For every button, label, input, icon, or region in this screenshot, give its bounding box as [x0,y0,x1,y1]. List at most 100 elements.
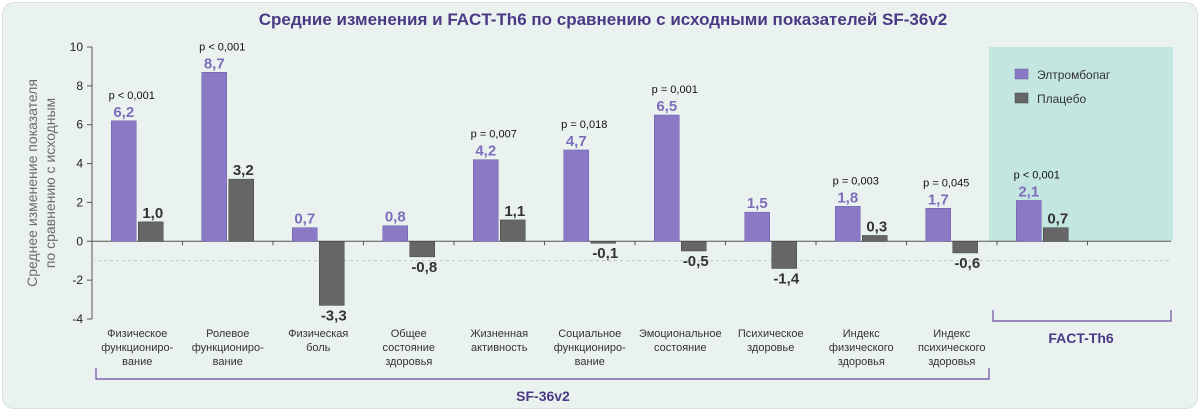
chart-canvas: Средние изменения и FACT-Th6 по сравнени… [24,10,1173,404]
category-label-line: здоровье [747,342,794,354]
category-label-line: Индекс [933,328,970,340]
category-label-line: Социальное [558,328,621,340]
y-tick-label: 4 [76,157,83,171]
bar-placebo [681,241,707,252]
y-tick-label: 10 [70,40,84,54]
category-label-line: вание [213,356,243,368]
bar-placebo [228,178,254,242]
category-label: Общее состояние здоровья [382,328,435,368]
category-label-line: здоровья [838,356,885,368]
category-label-line: Ролевое [206,328,249,340]
category-label-line: Физическая [288,328,348,340]
category-label-line: Эмоциональное [639,328,722,340]
bars [111,72,1069,306]
legend-label-placebo: Плацебо [1037,92,1086,106]
bar-eltrombopag [654,114,680,242]
category-label-line: состояние [654,342,707,354]
value-label-placebo: 0,3 [866,218,887,235]
category-label: Физическая боль [288,328,348,354]
category-label-line: Жизненная [470,328,528,340]
category-label: Индекс физического здоровья [829,328,894,368]
bar-eltrombopag [473,159,499,242]
bar-eltrombopag [925,208,951,242]
value-label-eltrombopag: 8,7 [204,55,225,72]
bar-placebo [1043,227,1069,242]
category-label-line: функциониро- [554,342,626,354]
bar-placebo [862,235,888,242]
category-label: Социальное функциониро-вание [554,328,626,368]
group-label-sf36v2: SF-36v2 [516,388,570,404]
p-value-label: p = 0,003 [833,175,879,187]
bar-placebo [590,241,616,244]
bar-placebo [952,241,978,254]
category-label-line: психического [918,342,986,354]
bar-placebo [771,241,797,269]
y-tick-label: 2 [76,195,83,209]
value-label-placebo: 1,1 [504,203,525,220]
y-axis-label-line-1: Среднее изменение показателя [24,79,40,287]
value-label-eltrombopag: 0,8 [385,209,406,226]
value-label-placebo: -0,1 [592,245,618,262]
legend-swatch-placebo [1014,92,1029,104]
p-value-label: p = 0,018 [561,119,607,131]
value-label-eltrombopag: 0,7 [294,211,315,228]
bracket-sf36v2 [95,368,990,380]
value-label-placebo: 0,7 [1047,211,1068,228]
p-value-label: p < 0,001 [109,90,155,102]
bar-eltrombopag [382,225,408,242]
value-label-placebo: -3,3 [321,307,347,324]
y-tick-label: 0 [76,234,83,248]
category-label: Эмоциональное состояние [639,328,722,354]
category-label-line: функциониро- [192,342,264,354]
category-labels: Физическое функциониро-вание Ролевое функци… [101,328,985,368]
bar-eltrombopag [563,149,589,242]
bar-eltrombopag [292,227,318,242]
group-label-fact-th6: FACT-Th6 [1048,330,1114,346]
category-label: Психическое здоровье [738,328,804,354]
value-label-eltrombopag: 1,7 [928,191,949,208]
category-label-line: Физическое [107,328,167,340]
bar-eltrombopag [1016,200,1042,242]
bar-placebo [319,241,345,306]
p-value-label: p = 0,045 [923,177,969,189]
category-label-line: состояние [382,342,435,354]
value-label-placebo: 3,2 [233,162,254,179]
y-axis-label-line-2: по сравнению с исходным [42,98,58,268]
category-label: Индекс психического здоровья [918,328,986,368]
value-label-eltrombopag: 4,2 [475,143,496,160]
legend: Элтромбопаг Плацебо [1014,68,1111,106]
category-label-line: Общее [391,328,427,340]
category-label-line: функциониро- [101,342,173,354]
category-label-line: активность [471,342,528,354]
y-tick-label: -4 [72,312,83,326]
category-label-line: Индекс [843,328,880,340]
legend-swatch-eltrombopag [1014,68,1029,80]
category-label-line: вание [122,356,152,368]
category-label-line: физического [829,342,894,354]
value-label-eltrombopag: 2,1 [1018,183,1039,200]
category-label: Ролевое функциониро-вание [192,328,264,368]
category-label-line: Психическое [738,328,804,340]
bar-eltrombopag [201,72,227,242]
legend-label-eltrombopag: Элтромбопаг [1037,68,1111,82]
bar-placebo [409,241,435,258]
value-label-eltrombopag: 1,8 [837,189,858,206]
value-label-eltrombopag: 1,5 [747,195,768,212]
bracket-fact-th6 [992,310,1172,322]
y-tick-label: 6 [76,118,83,132]
category-label-line: вание [575,356,605,368]
category-label-line: здоровья [385,356,432,368]
p-value-label: p < 0,001 [1014,169,1060,181]
value-label-eltrombopag: 6,2 [113,104,134,121]
category-label-line: боль [306,342,331,354]
p-value-label: p = 0,001 [652,84,698,96]
bar-eltrombopag [111,120,137,242]
group-brackets: SF-36v2 FACT-Th6 [95,310,1172,404]
bar-eltrombopag [744,211,770,242]
bar-placebo [500,219,526,242]
axes: -4 -2 0 2 4 6 8 10 [70,40,1171,326]
y-tick-label: 8 [76,79,83,93]
category-label-line: здоровья [928,356,975,368]
value-label-placebo: -0,6 [954,255,980,272]
